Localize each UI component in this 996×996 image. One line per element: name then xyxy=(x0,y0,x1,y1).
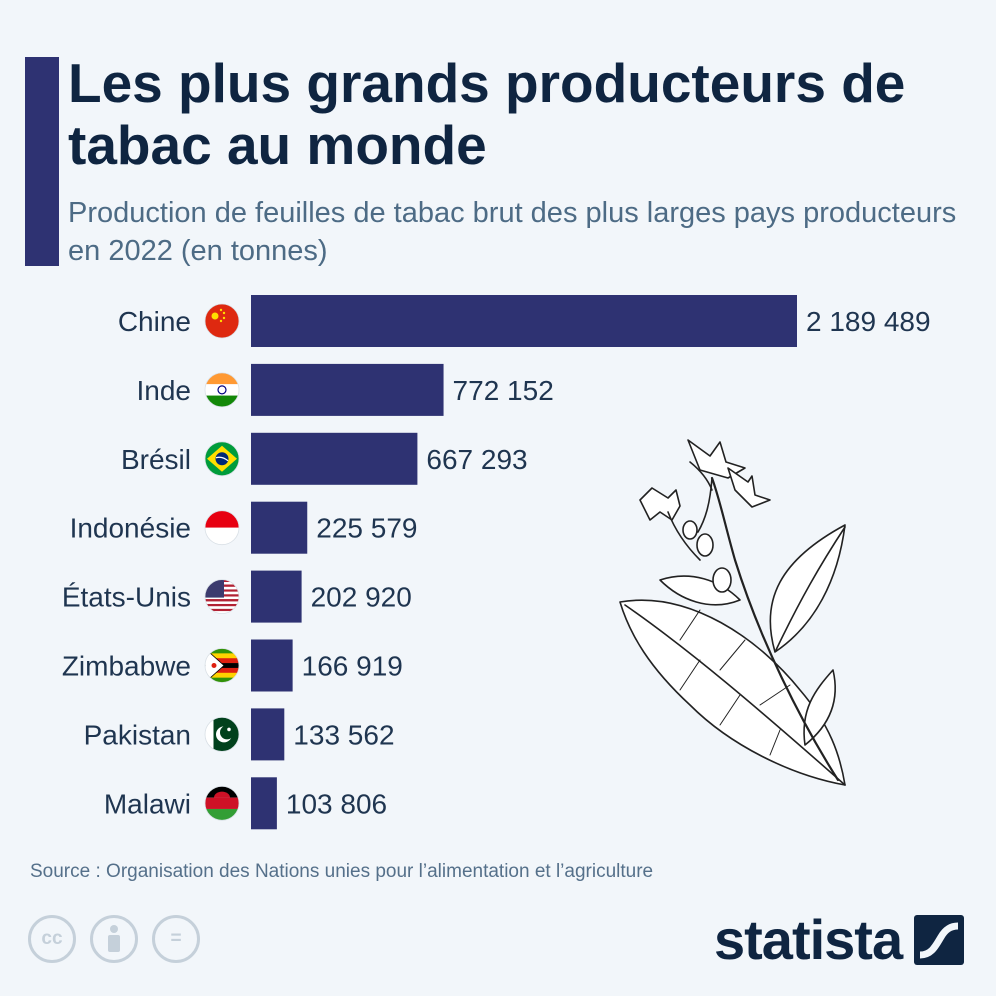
value-label: 202 920 xyxy=(311,582,412,613)
value-label: 225 579 xyxy=(316,513,417,544)
flag-india-icon xyxy=(204,372,240,408)
flag-malawi-icon xyxy=(204,785,240,821)
source-note: Source : Organisation des Nations unies … xyxy=(30,861,654,882)
brand-name: statista xyxy=(714,908,903,971)
value-label: 133 562 xyxy=(293,719,394,750)
bar-7 xyxy=(251,777,277,830)
flag-usa-icon xyxy=(204,579,240,614)
page-title: Les plus grands producteurs de tabac au … xyxy=(68,52,906,176)
value-label: 667 293 xyxy=(426,444,527,475)
statista-mark-icon xyxy=(914,915,965,965)
statista-logo[interactable]: statista xyxy=(714,905,965,975)
person-icon xyxy=(108,925,120,952)
flag-indonesia-icon xyxy=(204,510,240,546)
attribution-icon[interactable] xyxy=(90,915,138,963)
flag-brazil-icon xyxy=(204,441,240,477)
value-label: 772 152 xyxy=(453,375,554,406)
title-accent-bar xyxy=(25,57,59,266)
flag-china-icon xyxy=(204,303,240,339)
value-label: 2 189 489 xyxy=(806,306,931,337)
no-derivatives-icon[interactable]: = xyxy=(152,915,200,963)
category-label: Indonésie xyxy=(70,513,191,544)
bar-0 xyxy=(251,295,797,347)
page-subtitle: Production de feuilles de tabac brut des… xyxy=(68,197,957,267)
tobacco-plant-icon xyxy=(619,439,846,786)
category-label: États-Unis xyxy=(62,582,191,613)
flag-zimbabwe-icon xyxy=(204,648,240,683)
bar-chart: Chine 2 189 489 Inde 772 152 Brésil 667 293 In… xyxy=(62,295,931,830)
flag-pakistan-icon xyxy=(204,717,240,752)
bar-6 xyxy=(251,708,285,761)
bar-2 xyxy=(251,432,418,485)
category-label: Malawi xyxy=(104,788,191,819)
bar-3 xyxy=(251,501,308,554)
value-label: 103 806 xyxy=(286,788,387,819)
category-label: Pakistan xyxy=(84,719,191,750)
bar-1 xyxy=(251,363,444,416)
category-label: Zimbabwe xyxy=(62,651,191,682)
bar-5 xyxy=(251,639,293,692)
license-icons: cc = xyxy=(28,915,200,963)
bar-4 xyxy=(251,570,302,623)
category-label: Brésil xyxy=(121,444,191,475)
category-label: Chine xyxy=(118,306,191,337)
category-label: Inde xyxy=(137,375,192,406)
cc-icon[interactable]: cc xyxy=(28,915,76,963)
value-label: 166 919 xyxy=(302,651,403,682)
